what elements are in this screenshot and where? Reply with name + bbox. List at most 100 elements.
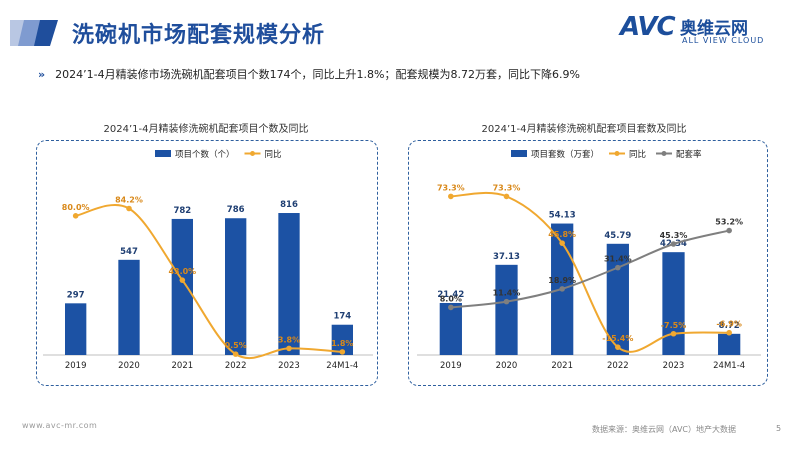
chart-1-xtick-5: 24M1-4 — [326, 361, 358, 371]
chart-1-line-1 — [75, 203, 343, 360]
chart-2-bar-label-3: 45.79 — [604, 231, 631, 241]
avc-logo: AVC 奥维云网 ALL VIEW CLOUD — [620, 12, 770, 52]
chart-1-legend-swatch-0 — [155, 150, 171, 157]
chart-1-point-1-0 — [72, 213, 79, 219]
chart-2-point-label-2-5: 53.2% — [715, 218, 743, 227]
chart-1-point-label-1-5: 1.8% — [331, 339, 353, 348]
chart-1-bar-1 — [118, 259, 140, 355]
chart-1-point-label-1-1: 84.2% — [115, 195, 143, 204]
chart-2-point-label-2-2: 18.9% — [548, 276, 576, 285]
chart-1-svg: 项目个数（个） 同比 297 547 782 786 816 174 2019 2020 2021 2… — [43, 149, 373, 371]
chart-2-point-label-2-0: 8.0% — [440, 294, 462, 303]
chart-2-legend-marker-1 — [614, 151, 620, 156]
summary-text: 2024’1-4月精装修市场洗碗机配套项目个数174个，同比上升1.8%；配套规… — [55, 68, 580, 81]
chart-2-title: 2024’1-4月精装修洗碗机配套项目套数及同比 — [481, 124, 687, 135]
chart-2-point-1-4 — [670, 330, 677, 337]
chart-1-xtick-1: 2020 — [118, 361, 140, 371]
chart-2-point-label-2-4: 45.3% — [660, 231, 688, 240]
chart-1-point-1-5 — [339, 349, 346, 355]
chart-1-bar-3 — [225, 218, 247, 355]
chart-2-point-1-2 — [559, 240, 565, 246]
chart-1-bar-label-1: 547 — [120, 247, 138, 257]
chart-1-point-1-2 — [179, 277, 186, 283]
chart-2-line-2 — [450, 229, 730, 309]
chart-2-point-label-1-0: 73.3% — [437, 183, 465, 192]
chart-2-xtick-3: 2022 — [607, 361, 629, 371]
chart-2-line-1 — [450, 191, 730, 353]
chart-2-point-2-5 — [726, 227, 732, 234]
page-title: 洗碗机市场配套规模分析 — [72, 23, 326, 48]
chart-1-xtick-4: 2023 — [278, 361, 300, 371]
chart-2-point-label-1-3: -15.4% — [602, 334, 633, 343]
chart-2-xtick-1: 2020 — [496, 361, 518, 371]
chart-1-xtick-2: 2021 — [172, 361, 194, 371]
chart-1-point-1-1 — [126, 205, 132, 212]
chart-1-panel: 项目个数（个） 同比 297 547 782 786 816 174 2019 2020 2021 2… — [36, 140, 378, 386]
chart-2-bar-0 — [439, 302, 462, 355]
chart-2-point-label-1-2: 45.8% — [548, 230, 576, 239]
chart-2-point-2-4 — [670, 241, 677, 247]
chart-1-bar-0 — [65, 303, 87, 355]
chart-1-point-1-3 — [232, 351, 239, 357]
chart-1-bar-5 — [331, 324, 353, 355]
chart-2-point-label-2-1: 11.4% — [493, 289, 521, 298]
chart-2-point-2-2 — [559, 286, 565, 292]
chart-1-legend-marker-1 — [250, 151, 255, 156]
chart-1-point-label-1-0: 80.0% — [62, 203, 90, 212]
chart-1-point-label-1-4: 3.8% — [278, 335, 300, 344]
footer-source: 数据来源：奥维云网（AVC）地产大数据 — [592, 425, 737, 434]
chart-2-legend-marker-2 — [661, 151, 667, 156]
chart-1-point-label-1-2: 43.0% — [168, 267, 196, 276]
chart-2-point-2-0 — [448, 304, 454, 311]
chart-2-point-label-2-3: 31.4% — [604, 255, 632, 264]
chart-2-panel: 项目套数（万套）同比配套率21.4237.1354.1345.7942.348.… — [408, 140, 768, 386]
summary-bullet: » 2024’1-4月精装修市场洗碗机配套项目个数174个，同比上升1.8%；配套… — [38, 66, 580, 82]
chart-2-point-1-0 — [448, 193, 454, 200]
chart-2-xtick-4: 2023 — [663, 361, 685, 371]
chart-2-legend-label-0: 项目套数（万套） — [531, 149, 599, 160]
chart-1-legend-label-0: 项目个数（个） — [175, 149, 235, 160]
chart-1-xtick-3: 2022 — [225, 361, 247, 371]
chart-2-bar-label-5: 8.72 — [719, 321, 740, 331]
chart-2-point-2-1 — [503, 298, 510, 305]
chart-2-point-2-3 — [615, 264, 621, 271]
chart-1-xtick-0: 2019 — [65, 361, 87, 371]
logo-cn: 奥维云网 — [680, 19, 748, 39]
chart-2-bar-1 — [495, 264, 518, 355]
title-decoration-icon — [10, 20, 58, 46]
chart-2-bar-3 — [606, 243, 629, 355]
chart-2-point-1-5 — [726, 329, 732, 336]
chart-2-legend-swatch-0 — [511, 150, 527, 157]
chart-2-legend-label-1: 同比 — [629, 149, 646, 160]
chart-1-bar-label-4: 816 — [280, 200, 298, 210]
chart-2-svg: 项目套数（万套）同比配套率21.4237.1354.1345.7942.348.… — [417, 149, 761, 371]
chart-1-bar-label-2: 782 — [173, 206, 191, 216]
chart-2-bar-label-1: 37.13 — [493, 252, 520, 262]
logo-mark: AVC — [620, 12, 676, 42]
chart-1-bar-label-0: 297 — [67, 290, 85, 300]
chart-2-xtick-0: 2019 — [440, 361, 462, 371]
chart-2-bar-label-0: 21.42 — [437, 290, 464, 300]
chart-2-point-label-1-1: 73.3% — [493, 183, 521, 192]
chart-1-bar-4 — [278, 213, 300, 355]
chart-2-point-label-1-4: -7.5% — [661, 321, 687, 330]
chart-2-point-1-3 — [615, 344, 621, 350]
double-arrow-icon: » — [38, 68, 46, 81]
chart-1-bar-label-3: 786 — [227, 205, 245, 215]
chart-2-xtick-5: 24M1-4 — [713, 361, 745, 371]
chart-1-title: 2024’1-4月精装修洗碗机配套项目个数及同比 — [103, 124, 309, 135]
chart-1-point-label-1-3: 0.5% — [225, 341, 247, 350]
chart-2-bar-5 — [718, 333, 741, 355]
chart-1-bar-2 — [171, 218, 193, 355]
chart-2-legend-label-2: 配套率 — [676, 149, 702, 160]
chart-2-xtick-2: 2021 — [551, 361, 573, 371]
footer-url: www.avc-mr.com — [22, 421, 98, 430]
chart-1-point-1-4 — [286, 345, 292, 352]
chart-1-legend-label-1: 同比 — [265, 149, 282, 160]
chart-2-bar-label-2: 54.13 — [549, 211, 576, 221]
title-bar: 洗碗机市场配套规模分析 — [0, 14, 600, 50]
logo-en: ALL VIEW CLOUD — [682, 36, 765, 45]
page-number: 5 — [776, 424, 782, 433]
chart-2-point-label-1-5: -6.9% — [716, 320, 742, 329]
chart-2-point-1-1 — [503, 193, 510, 200]
